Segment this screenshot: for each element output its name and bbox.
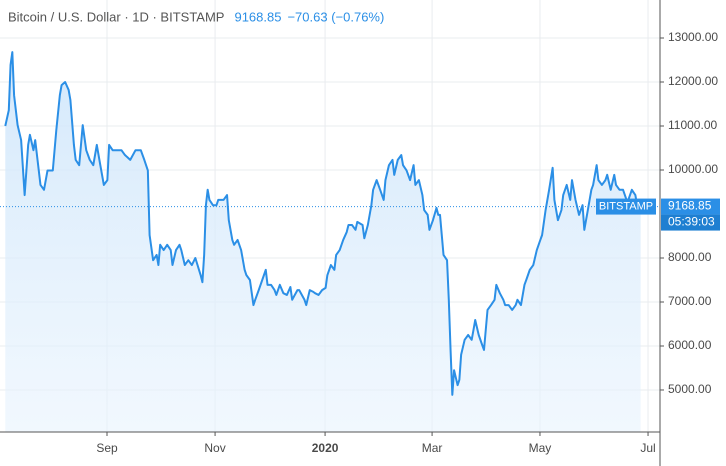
y-tick-label: 13000.00 — [668, 30, 718, 44]
header-change: −70.63 (−0.76%) — [287, 9, 384, 24]
y-tick-label: 7000.00 — [668, 294, 712, 308]
exchange-label-box — [596, 198, 656, 215]
x-tick-label: Nov — [204, 441, 225, 455]
area-fill — [5, 52, 641, 433]
plot — [0, 51, 660, 433]
x-tick-label: Mar — [422, 441, 443, 455]
x-tick-label: Jul — [640, 441, 655, 455]
x-tick-label: 2020 — [312, 441, 339, 455]
y-tick-label: 8000.00 — [668, 250, 712, 264]
y-tick-label: 11000.00 — [668, 118, 717, 132]
countdown-box — [661, 214, 720, 231]
countdown-label: 05:39:03 — [668, 215, 715, 229]
price-label-box — [661, 198, 720, 215]
chart-title: Bitcoin / U.S. Dollar · 1D · BITSTAMP — [8, 9, 224, 24]
y-tick-label: 10000.00 — [668, 162, 718, 176]
y-tick-label: 12000.00 — [668, 74, 718, 88]
y-tick-label: 5000.00 — [668, 382, 712, 396]
exchange-label: BITSTAMP — [599, 200, 653, 212]
x-tick-label: May — [529, 441, 552, 455]
x-tick-label: Sep — [96, 441, 118, 455]
price-label: 9168.85 — [668, 199, 712, 213]
price-line — [4, 51, 642, 396]
header-price: 9168.85 — [234, 9, 281, 24]
y-tick-label: 6000.00 — [668, 338, 712, 352]
